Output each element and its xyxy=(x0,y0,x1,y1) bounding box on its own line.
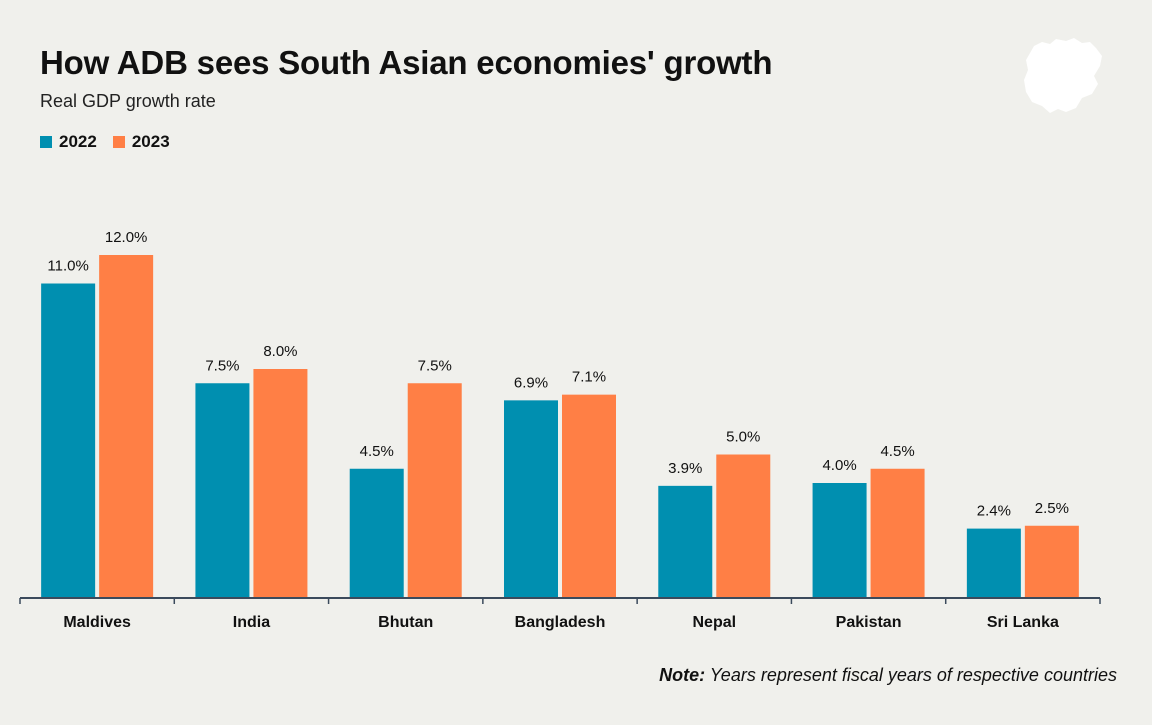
bar-bhutan-2022 xyxy=(349,468,404,597)
legend-label-2022: 2022 xyxy=(59,132,97,151)
bar-india-2022 xyxy=(195,383,250,597)
value-label-india-2023: 8.0% xyxy=(263,343,297,360)
x-tick-label-bangladesh: Bangladesh xyxy=(515,614,606,631)
value-label-sri-lanka-2022: 2.4% xyxy=(977,503,1011,520)
value-label-bhutan-2023: 7.5% xyxy=(418,357,452,374)
value-label-maldives-2022: 11.0% xyxy=(47,258,88,275)
map-silhouette-icon xyxy=(1020,36,1106,116)
bar-sri-lanka-2022 xyxy=(966,528,1021,597)
bar-india-2023 xyxy=(253,369,308,597)
legend-item-2023: 2023 xyxy=(112,132,170,152)
value-label-nepal-2023: 5.0% xyxy=(726,429,760,446)
bar-pakistan-2022 xyxy=(812,483,867,597)
value-label-maldives-2023: 12.0% xyxy=(105,229,148,246)
chart-subtitle: Real GDP growth rate xyxy=(40,91,216,111)
bar-sri-lanka-2023 xyxy=(1024,525,1079,597)
x-tick-label-india: India xyxy=(233,614,270,631)
bar-maldives-2022 xyxy=(41,283,96,597)
value-label-pakistan-2022: 4.0% xyxy=(822,457,856,474)
legend: 2022 2023 xyxy=(40,132,186,152)
bar-pakistan-2023 xyxy=(870,468,925,597)
value-label-pakistan-2023: 4.5% xyxy=(880,443,914,460)
value-label-sri-lanka-2023: 2.5% xyxy=(1035,500,1069,517)
legend-swatch-2023 xyxy=(112,136,125,148)
value-label-nepal-2022: 3.9% xyxy=(668,460,702,477)
bar-nepal-2023 xyxy=(716,454,771,597)
x-tick-label-bhutan: Bhutan xyxy=(378,614,433,631)
chart-title: How ADB sees South Asian economies' grow… xyxy=(40,44,773,81)
value-label-bangladesh-2023: 7.1% xyxy=(572,369,606,386)
bar-maldives-2023 xyxy=(99,255,154,597)
x-tick-label-pakistan: Pakistan xyxy=(836,614,902,631)
value-label-india-2022: 7.5% xyxy=(205,357,239,374)
x-tick-label-sri-lanka: Sri Lanka xyxy=(987,614,1059,631)
legend-item-2022: 2022 xyxy=(40,132,97,152)
bar-bhutan-2023 xyxy=(407,383,462,597)
bar-bangladesh-2023 xyxy=(562,394,616,597)
bar-bangladesh-2022 xyxy=(504,400,558,597)
footnote: Note: Years represent fiscal years of re… xyxy=(659,665,1117,686)
bar-nepal-2022 xyxy=(658,485,713,597)
note-text: Years represent fiscal years of respecti… xyxy=(709,665,1117,685)
legend-swatch-2022 xyxy=(40,136,52,148)
legend-label-2023: 2023 xyxy=(131,132,170,151)
x-tick-label-maldives: Maldives xyxy=(63,614,131,631)
value-label-bangladesh-2022: 6.9% xyxy=(514,374,548,391)
note-label: Note: xyxy=(659,665,706,685)
x-tick-label-nepal: Nepal xyxy=(692,614,736,631)
value-label-bhutan-2022: 4.5% xyxy=(360,443,394,460)
